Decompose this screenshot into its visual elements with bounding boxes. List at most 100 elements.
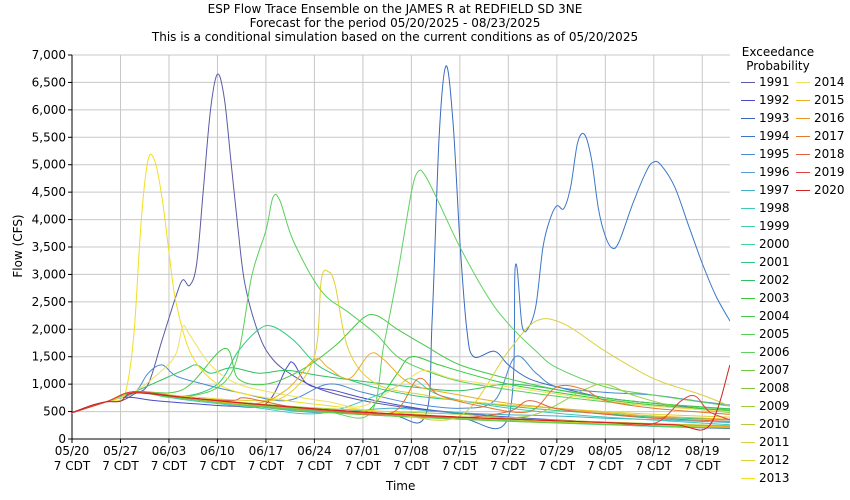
y-tick-label: 2,500 [32, 295, 66, 309]
legend-item-2017: 2017 [796, 129, 845, 143]
legend-item-2014: 2014 [796, 75, 845, 89]
legend-label: 1992 [759, 93, 790, 107]
y-tick-label: 500 [43, 405, 66, 419]
legend-item-2002: 2002 [741, 273, 790, 287]
legend-item-1993: 1993 [741, 111, 790, 125]
legend-swatch [741, 423, 755, 425]
legend-label: 1997 [759, 183, 790, 197]
x-tick-sublabel: 7 CDT [151, 459, 188, 473]
x-tick-sublabel: 7 CDT [345, 459, 382, 473]
legend-label: 2011 [759, 435, 790, 449]
legend-item-1996: 1996 [741, 165, 790, 179]
series-line-2005 [72, 193, 730, 414]
legend-swatch [741, 315, 755, 317]
x-tick-sublabel: 7 CDT [296, 459, 333, 473]
series-line-2020 [72, 364, 730, 431]
legend-item-2019: 2019 [796, 165, 845, 179]
legend-swatch [741, 117, 755, 119]
legend-item-1992: 1992 [741, 93, 790, 107]
series-line-1992 [72, 361, 730, 428]
legend-label: 2006 [759, 345, 790, 359]
legend-item-1999: 1999 [741, 219, 790, 233]
legend-label: 2015 [814, 93, 845, 107]
x-tick-label: 06/03 [152, 444, 187, 458]
x-tick-sublabel: 7 CDT [442, 459, 479, 473]
series-line-2014 [72, 325, 730, 414]
legend-label: 2005 [759, 327, 790, 341]
x-tick-label: 08/05 [588, 444, 623, 458]
legend-item-2011: 2011 [741, 435, 790, 449]
legend-label: 1996 [759, 165, 790, 179]
legend-swatch [741, 405, 755, 407]
legend-label: 2002 [759, 273, 790, 287]
legend-swatch [796, 189, 810, 191]
legend-swatch [741, 333, 755, 335]
legend-label: 1999 [759, 219, 790, 233]
legend-item-2004: 2004 [741, 309, 790, 323]
legend-label: 2014 [814, 75, 845, 89]
legend-label: 2010 [759, 417, 790, 431]
legend-label: 2013 [759, 471, 790, 485]
legend-item-2006: 2006 [741, 345, 790, 359]
legend-swatch [741, 189, 755, 191]
x-tick-label: 07/01 [346, 444, 381, 458]
legend-label: 2007 [759, 363, 790, 377]
legend-swatch [741, 369, 755, 371]
legend-swatch [796, 99, 810, 101]
legend-label: 1998 [759, 201, 790, 215]
x-tick-sublabel: 7 CDT [393, 459, 430, 473]
y-tick-label: 7,000 [32, 48, 66, 62]
legend-swatch [741, 243, 755, 245]
legend-item-1991: 1991 [741, 75, 790, 89]
legend-swatch [741, 81, 755, 83]
legend-item-2016: 2016 [796, 111, 845, 125]
y-tick-label: 2,000 [32, 322, 66, 336]
legend-swatch [796, 153, 810, 155]
x-tick-sublabel: 7 CDT [539, 459, 576, 473]
x-tick-label: 07/15 [443, 444, 478, 458]
x-tick-sublabel: 7 CDT [54, 459, 91, 473]
legend-item-1994: 1994 [741, 129, 790, 143]
legend-label: 2012 [759, 453, 790, 467]
x-tick-sublabel: 7 CDT [587, 459, 624, 473]
y-tick-label: 4,000 [32, 213, 66, 227]
legend-item-2018: 2018 [796, 147, 845, 161]
legend-item-2013: 2013 [741, 471, 790, 485]
legend-item-2003: 2003 [741, 291, 790, 305]
chart-subtitle-2: This is a conditional simulation based o… [151, 30, 639, 44]
legend-swatch [741, 261, 755, 263]
x-tick-label: 07/29 [540, 444, 575, 458]
legend-title-line-2: Probability [746, 59, 810, 73]
y-axis-label: Flow (CFS) [11, 214, 25, 278]
x-tick-sublabel: 7 CDT [636, 459, 673, 473]
x-tick-label: 05/20 [55, 444, 90, 458]
legend-swatch [741, 135, 755, 137]
legend-label: 1993 [759, 111, 790, 125]
y-tick-label: 1,000 [32, 377, 66, 391]
x-tick-label: 07/22 [491, 444, 526, 458]
legend-label: 2001 [759, 255, 790, 269]
legend-item-2009: 2009 [741, 399, 790, 413]
legend-label: 2019 [814, 165, 845, 179]
legend-swatch [741, 351, 755, 353]
x-tick-sublabel: 7 CDT [490, 459, 527, 473]
legend-label: 2017 [814, 129, 845, 143]
legend-label: 1994 [759, 129, 790, 143]
x-tick-sublabel: 7 CDT [199, 459, 236, 473]
x-tick-sublabel: 7 CDT [684, 459, 721, 473]
y-tick-label: 5,500 [32, 130, 66, 144]
legend-swatch [741, 477, 755, 479]
legend-label: 2009 [759, 399, 790, 413]
y-tick-label: 5,000 [32, 158, 66, 172]
y-tick-label: 4,500 [32, 185, 66, 199]
x-tick-label: 06/10 [200, 444, 235, 458]
x-axis-label: Time [386, 479, 416, 493]
y-tick-label: 3,000 [32, 267, 66, 281]
legend-label: 2020 [814, 183, 845, 197]
legend-label: 2003 [759, 291, 790, 305]
legend-title-line-1: Exceedance [741, 45, 815, 59]
x-tick-label: 07/08 [394, 444, 429, 458]
y-tick-label: 0 [58, 432, 66, 446]
chart-title: ESP Flow Trace Ensemble on the JAMES R a… [207, 2, 583, 16]
